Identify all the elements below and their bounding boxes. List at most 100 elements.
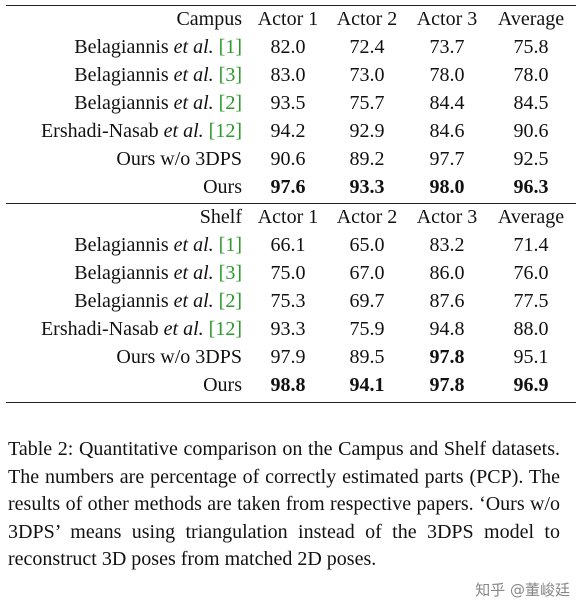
mid-rule (6, 203, 576, 204)
score: 75.8 (513, 36, 549, 58)
score: 65.0 (349, 234, 385, 256)
author: Ershadi-Nasab (40, 120, 159, 142)
top-rule (6, 5, 576, 6)
method-name: Ours (203, 371, 242, 399)
score: 93.5 (270, 92, 306, 114)
author: Belagiannis (74, 234, 169, 256)
score: 84.5 (513, 92, 549, 114)
column-header: Average (497, 8, 565, 30)
score: 97.9 (270, 346, 306, 368)
author: Ours w/o 3DPS (116, 346, 242, 368)
score: 86.0 (429, 262, 465, 284)
et-al: et al. (173, 234, 214, 256)
score: 98.8 (270, 374, 306, 396)
score: 83.2 (429, 234, 465, 256)
score: 88.0 (513, 318, 549, 340)
score: 73.7 (429, 36, 465, 58)
score: 82.0 (270, 36, 306, 58)
score: 84.4 (429, 92, 465, 114)
citation: [3] (218, 64, 242, 86)
score: 77.5 (513, 290, 549, 312)
et-al: et al. (163, 318, 204, 340)
score: 75.0 (270, 262, 306, 284)
method-name: Ours w/o 3DPS (116, 145, 242, 173)
column-header: Actor 2 (336, 8, 398, 30)
score: 93.3 (270, 318, 306, 340)
column-header: Actor 3 (416, 8, 478, 30)
author: Ours (203, 374, 242, 396)
author: Belagiannis (74, 64, 169, 86)
et-al: et al. (173, 92, 214, 114)
score: 78.0 (429, 64, 465, 86)
score: 97.6 (270, 176, 306, 198)
score: 75.3 (270, 290, 306, 312)
score: 92.5 (513, 148, 549, 170)
et-al: et al. (173, 262, 214, 284)
et-al: et al. (173, 290, 214, 312)
score: 96.9 (513, 374, 549, 396)
score: 84.6 (429, 120, 465, 142)
score: 89.2 (349, 148, 385, 170)
score: 78.0 (513, 64, 549, 86)
score: 83.0 (270, 64, 306, 86)
method-name: Belagiannis et al. [2] (74, 287, 242, 315)
score: 66.1 (270, 234, 306, 256)
score: 94.1 (349, 374, 385, 396)
author: Ershadi-Nasab (40, 318, 159, 340)
score: 69.7 (349, 290, 385, 312)
score: 89.5 (349, 346, 385, 368)
et-al: et al. (173, 64, 214, 86)
score: 90.6 (270, 148, 306, 170)
score: 67.0 (349, 262, 385, 284)
score: 96.3 (513, 176, 549, 198)
score: 94.2 (270, 120, 306, 142)
citation: [12] (208, 120, 242, 142)
score: 93.3 (349, 176, 385, 198)
citation: [2] (218, 290, 242, 312)
citation: [3] (218, 262, 242, 284)
score: 97.8 (429, 374, 465, 396)
score: 95.1 (513, 346, 549, 368)
method-name: Belagiannis et al. [3] (74, 259, 242, 287)
score: 75.7 (349, 92, 385, 114)
score: 97.8 (429, 346, 465, 368)
author: Belagiannis (74, 36, 169, 58)
column-header: Average (497, 206, 565, 228)
author: Belagiannis (74, 290, 169, 312)
score: 90.6 (513, 120, 549, 142)
et-al: et al. (163, 120, 204, 142)
score: 97.7 (429, 148, 465, 170)
method-name: Belagiannis et al. [1] (74, 33, 242, 61)
score: 87.6 (429, 290, 465, 312)
score: 98.0 (429, 176, 465, 198)
score: 72.4 (349, 36, 385, 58)
et-al: et al. (173, 36, 214, 58)
score: 92.9 (349, 120, 385, 142)
score: 94.8 (429, 318, 465, 340)
column-header: Actor 1 (257, 8, 319, 30)
caption: Table 2: Quantitative comparison on the … (8, 438, 560, 570)
citation: [2] (218, 92, 242, 114)
bottom-rule (6, 402, 576, 403)
score: 75.9 (349, 318, 385, 340)
column-header: Shelf (199, 206, 242, 228)
author: Ours (203, 176, 242, 198)
method-name: Ours (203, 173, 242, 201)
citation: [1] (218, 234, 242, 256)
score: 73.0 (349, 64, 385, 86)
author: Belagiannis (74, 92, 169, 114)
column-header: Actor 3 (416, 206, 478, 228)
watermark: 知乎 @董峻廷 (475, 581, 570, 599)
method-name: Ershadi-Nasab et al. [12] (41, 117, 242, 145)
score: 71.4 (513, 234, 549, 256)
score: 76.0 (513, 262, 549, 284)
column-header: Actor 2 (336, 206, 398, 228)
method-name: Belagiannis et al. [3] (74, 61, 242, 89)
method-name: Belagiannis et al. [1] (74, 231, 242, 259)
author: Belagiannis (74, 262, 169, 284)
citation: [12] (208, 318, 242, 340)
method-name: Ours w/o 3DPS (116, 343, 242, 371)
column-header: Actor 1 (257, 206, 319, 228)
citation: [1] (218, 36, 242, 58)
